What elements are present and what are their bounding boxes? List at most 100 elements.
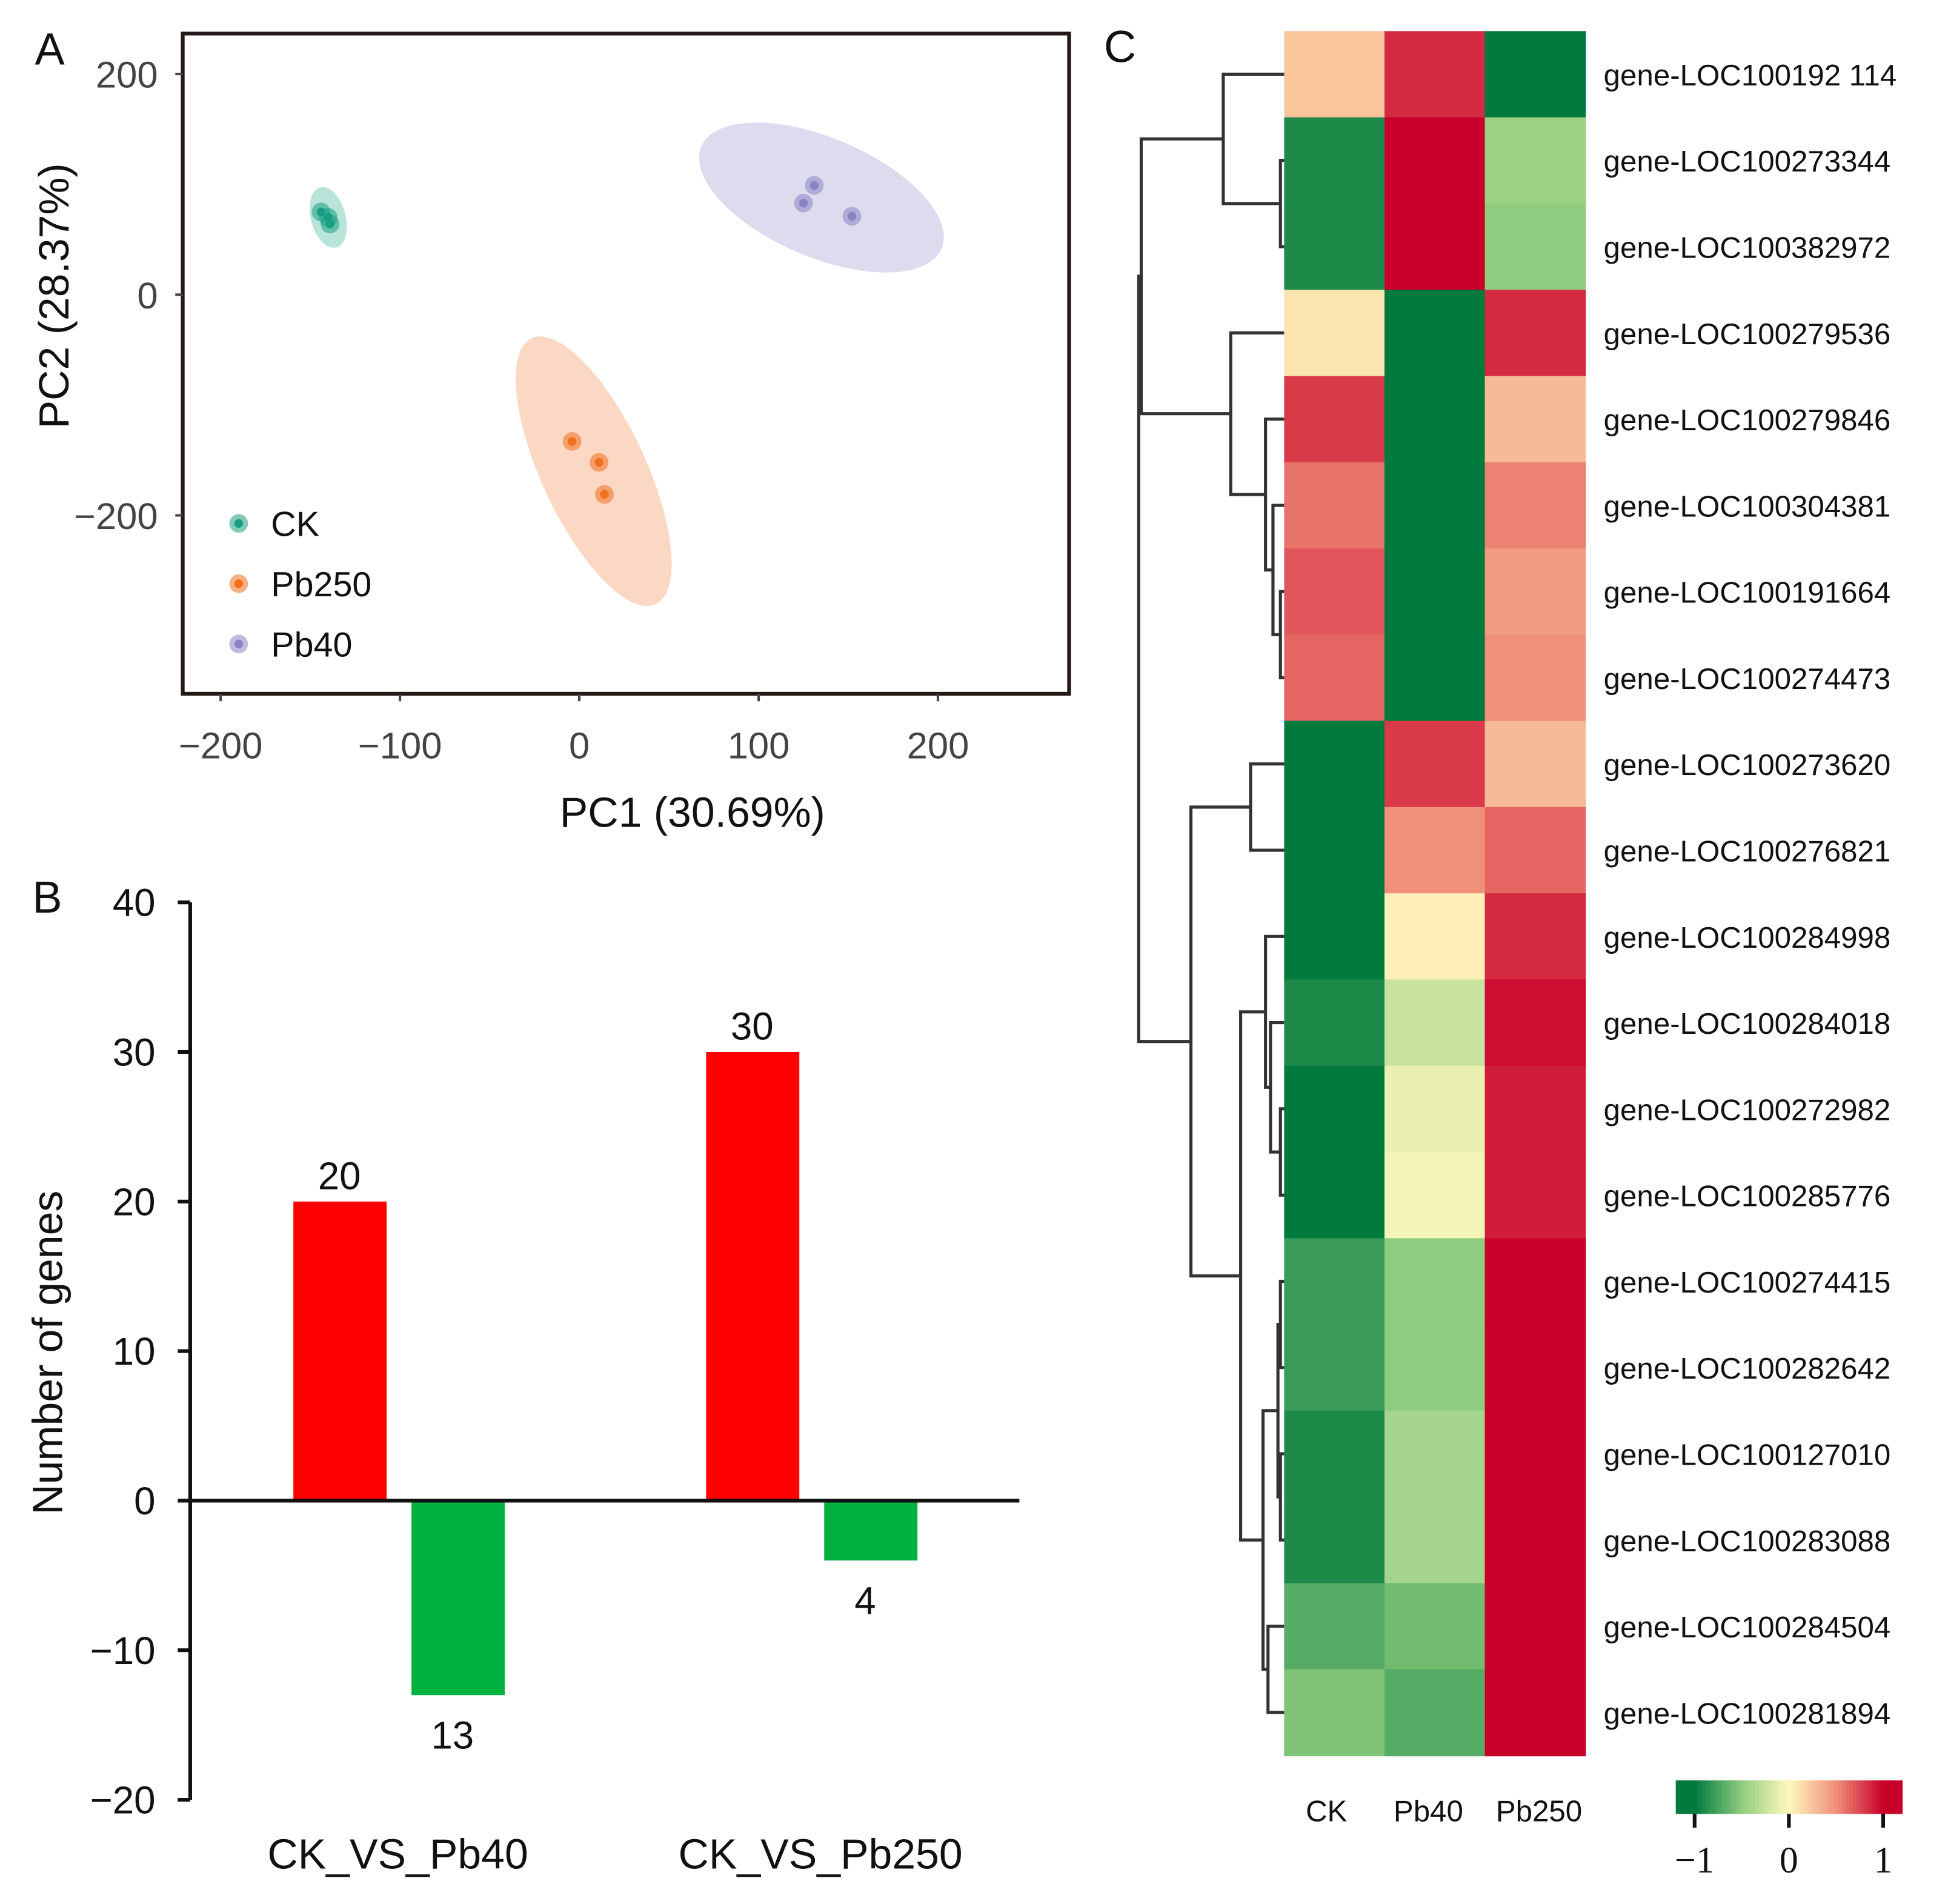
heatmap-cell xyxy=(1484,1324,1586,1412)
colorbar-segment xyxy=(1849,1780,1854,1814)
heatmap-cell xyxy=(1484,1065,1586,1153)
colorbar-segment xyxy=(1807,1780,1812,1814)
pca-plot: CK Pb250 Pb40 −200 −100 0 100 200 200 0 −200 xyxy=(74,32,1071,767)
y-tick-label: 40 xyxy=(113,882,156,925)
colorbar-segment xyxy=(1755,1780,1760,1814)
heatmap-cell xyxy=(1284,1238,1386,1325)
heatmap-cell xyxy=(1484,376,1586,463)
colorbar: −1 0 1 xyxy=(1675,1780,1903,1881)
row-label: gene-LOC100382972 xyxy=(1604,231,1891,264)
heatmap-cell xyxy=(1384,462,1486,550)
colorbar-segment xyxy=(1762,1780,1767,1814)
heatmap-cell xyxy=(1484,1583,1586,1670)
row-label: gene-LOC100274473 xyxy=(1604,662,1891,696)
colorbar-segment xyxy=(1811,1780,1816,1814)
x-category-label: CK_VS_Pb40 xyxy=(267,1831,528,1878)
pca-y-label: PC2 (28.37%) xyxy=(30,163,78,428)
heatmap-cell xyxy=(1284,462,1386,550)
colorbar-segment xyxy=(1766,1780,1771,1814)
heatmap-cell xyxy=(1284,1152,1386,1239)
colorbar-segment xyxy=(1830,1780,1835,1814)
colorbar-segment xyxy=(1845,1780,1850,1814)
heatmap-cell xyxy=(1284,1583,1386,1670)
colorbar-segment xyxy=(1702,1780,1707,1814)
heatmap-cell xyxy=(1284,31,1386,118)
colorbar-segment xyxy=(1796,1780,1801,1814)
heatmap-cell xyxy=(1384,721,1486,808)
row-label: gene-LOC100281894 xyxy=(1604,1697,1891,1730)
heatmap-cell xyxy=(1384,1497,1486,1584)
heatmap-cell xyxy=(1384,634,1486,722)
bar-value-label: 20 xyxy=(318,1154,361,1197)
colorbar-segment xyxy=(1883,1780,1888,1814)
heatmap-cell xyxy=(1284,1065,1386,1153)
dendrogram-branch xyxy=(1264,934,1285,1089)
heatmap-cell xyxy=(1384,203,1486,291)
heatmap-cell xyxy=(1384,979,1486,1067)
data-point-core xyxy=(847,211,857,221)
y-tick-label: −20 xyxy=(90,1779,156,1822)
heatmap-cell xyxy=(1384,807,1486,894)
y-tick-label: 200 xyxy=(96,55,158,96)
heatmap: gene-LOC100192 114 gene-LOC100273344 gene-… xyxy=(1284,31,1896,1828)
data-point-core xyxy=(594,458,603,467)
heatmap-cell xyxy=(1284,290,1386,377)
colorbar-segment xyxy=(1819,1780,1824,1814)
colorbar-segment xyxy=(1841,1780,1846,1814)
row-dendrogram xyxy=(1137,72,1285,1714)
colorbar-segment xyxy=(1683,1780,1688,1814)
colorbar-segment xyxy=(1875,1780,1880,1814)
heatmap-cell xyxy=(1284,807,1386,894)
colorbar-segment xyxy=(1857,1780,1861,1814)
heatmap-cell xyxy=(1284,376,1386,463)
colorbar-segment xyxy=(1864,1780,1869,1814)
colorbar-segment xyxy=(1679,1780,1684,1814)
heatmap-cell xyxy=(1384,1410,1486,1498)
row-label: gene-LOC100283088 xyxy=(1604,1525,1891,1558)
colorbar-segment xyxy=(1872,1780,1877,1814)
data-point-core xyxy=(809,181,819,190)
colorbar-segment xyxy=(1770,1780,1775,1814)
y-tick-label: 20 xyxy=(113,1180,156,1223)
heatmap-cell xyxy=(1384,1238,1486,1325)
row-label: gene-LOC100273344 xyxy=(1604,145,1891,178)
data-point-core xyxy=(600,490,609,499)
colorbar-segment xyxy=(1887,1780,1892,1814)
colorbar-segment xyxy=(1789,1780,1793,1814)
heatmap-cell xyxy=(1484,807,1586,894)
heatmap-cell xyxy=(1484,1152,1586,1239)
row-label: gene-LOC100282642 xyxy=(1604,1352,1891,1385)
dendrogram-branch xyxy=(1229,331,1285,496)
colorbar-segment xyxy=(1773,1780,1778,1814)
dendrogram-branch xyxy=(1271,504,1285,636)
y-tick-label: 0 xyxy=(137,275,158,317)
bar-chart: 40 30 20 10 0 −10 −20 20 13 CK_VS_Pb40 30 4 CK_VS_Pb… xyxy=(90,882,1020,1878)
y-tick-label: −200 xyxy=(74,496,158,538)
colorbar-segment xyxy=(1758,1780,1763,1814)
heatmap-cell xyxy=(1484,548,1586,636)
plot-frame xyxy=(181,32,1071,696)
heatmap-cell xyxy=(1284,117,1386,205)
heatmap-cell xyxy=(1484,290,1586,377)
legend-label-pb250: Pb250 xyxy=(271,565,371,604)
colorbar-tick-label: 0 xyxy=(1780,1840,1798,1881)
colorbar-segment xyxy=(1690,1780,1695,1814)
heatmap-cell xyxy=(1484,1497,1586,1584)
dendrogram-branch xyxy=(1249,762,1285,852)
heatmap-cell xyxy=(1284,634,1386,722)
row-label: gene-LOC100274415 xyxy=(1604,1266,1891,1299)
colorbar-segment xyxy=(1785,1780,1790,1814)
colorbar-segment xyxy=(1709,1780,1714,1814)
heatmap-cell xyxy=(1484,893,1586,980)
y-tick-label: 30 xyxy=(113,1031,156,1074)
heatmap-cell xyxy=(1484,1669,1586,1757)
colorbar-segment xyxy=(1717,1780,1722,1814)
heatmap-cell xyxy=(1484,721,1586,808)
colorbar-segment xyxy=(1743,1780,1748,1814)
colorbar-tick-label: −1 xyxy=(1675,1840,1714,1881)
colorbar-segment xyxy=(1706,1780,1710,1814)
colorbar-segment xyxy=(1740,1780,1744,1814)
colorbar-segment xyxy=(1698,1780,1703,1814)
row-label: gene-LOC100127010 xyxy=(1604,1438,1891,1471)
heatmap-cell xyxy=(1384,1324,1486,1412)
